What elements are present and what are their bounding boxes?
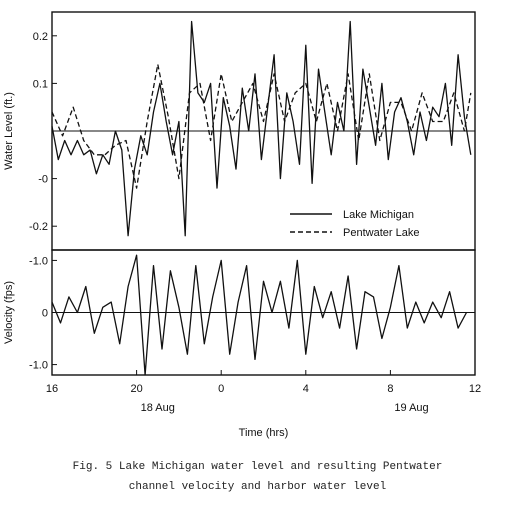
time-x-tick-label: 4 bbox=[303, 383, 309, 395]
legend-label-pentwater-lake: Pentwater Lake bbox=[343, 227, 419, 239]
legend-label-lake-michigan: Lake Michigan bbox=[343, 209, 414, 221]
velocity-series bbox=[51, 254, 468, 376]
time-x-tick-label: 0 bbox=[218, 383, 224, 395]
time-axis-label: Time (hrs) bbox=[239, 427, 289, 439]
water-level-y-ticks: 0.2 0.1 -0 -0.2 bbox=[29, 31, 57, 233]
water-level-axis-label: Water Level (ft.) bbox=[3, 92, 15, 170]
time-x-tick-label: 12 bbox=[469, 383, 481, 395]
time-x-ticks: 16 20 0 4 8 12 bbox=[46, 370, 481, 395]
series-line-velocity bbox=[51, 254, 468, 376]
water-level-series bbox=[51, 20, 472, 237]
water-level-y-tick-label: -0.2 bbox=[29, 221, 48, 233]
figure-canvas: 0.2 0.1 -0 -0.2 Water Level (ft.) Lake Mich… bbox=[3, 11, 481, 439]
time-x-tick-label: 16 bbox=[46, 383, 58, 395]
time-x-tick-label: 8 bbox=[387, 383, 393, 395]
day-label-18-aug: 18 Aug bbox=[141, 402, 175, 414]
time-x-tick-label: 20 bbox=[130, 383, 142, 395]
velocity-y-ticks: -1.0 0 -1.0 bbox=[29, 255, 57, 372]
velocity-y-tick-label: -1.0 bbox=[29, 255, 48, 267]
day-label-19-aug: 19 Aug bbox=[394, 402, 428, 414]
water-level-panel: 0.2 0.1 -0 -0.2 Water Level (ft.) Lake Mich… bbox=[3, 11, 476, 251]
water-level-y-tick-label: -0 bbox=[38, 174, 48, 186]
water-level-y-tick-label: 0.2 bbox=[33, 31, 48, 43]
velocity-y-tick-label: -1.0 bbox=[29, 360, 48, 372]
water-level-y-tick-label: 0.1 bbox=[33, 78, 48, 90]
figure-caption-line-1: Fig. 5 Lake Michigan water level and res… bbox=[72, 461, 443, 473]
series-line-lake-michigan bbox=[51, 20, 472, 237]
series-line-pentwater-lake bbox=[51, 63, 472, 189]
legend: Lake Michigan Pentwater Lake bbox=[290, 209, 419, 239]
figure-caption-line-2: channel velocity and harbor water level bbox=[128, 481, 387, 493]
velocity-panel: -1.0 0 -1.0 16 20 0 4 8 12 Velocity (fps) 18 Au… bbox=[3, 249, 481, 439]
velocity-axis-label: Velocity (fps) bbox=[3, 281, 15, 344]
velocity-y-tick-label: 0 bbox=[42, 308, 48, 320]
